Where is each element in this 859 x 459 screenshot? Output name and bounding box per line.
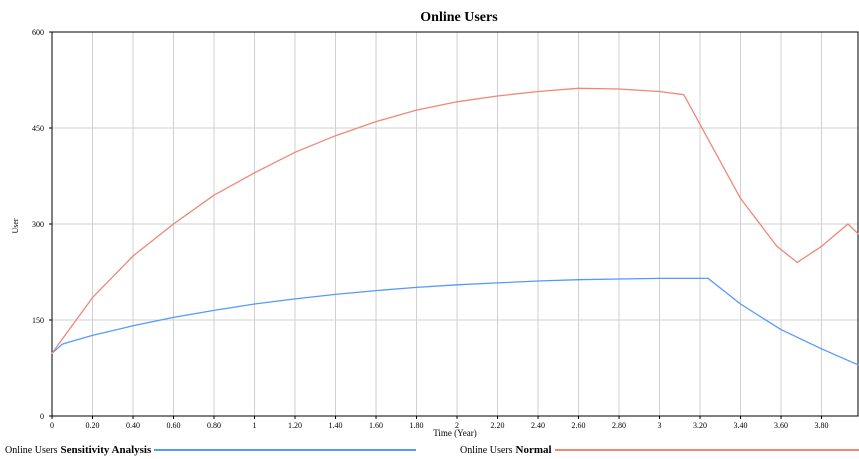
y-tick-label: 300 — [32, 220, 44, 229]
data-point-sensitivity-analysis — [537, 280, 539, 282]
y-tick-label: 600 — [32, 28, 44, 37]
data-point-normal — [658, 90, 661, 93]
x-tick-label: 2.80 — [612, 421, 626, 430]
y-tick-label: 150 — [32, 316, 44, 325]
data-point-normal — [415, 109, 418, 111]
data-point-normal — [796, 261, 798, 263]
series-layer — [51, 87, 859, 366]
x-tick-label: 0.60 — [167, 421, 181, 430]
data-point-sensitivity-analysis — [61, 343, 63, 345]
data-point-normal — [132, 255, 134, 257]
data-point-sensitivity-analysis — [820, 348, 823, 350]
x-tick-label: 1.40 — [329, 421, 343, 430]
y-tick-label: 450 — [32, 124, 44, 133]
data-point-sensitivity-analysis — [780, 329, 782, 331]
x-tick-label: 3.60 — [774, 421, 788, 430]
x-tick-label: 2 — [455, 421, 459, 430]
x-tick-label: 3.40 — [734, 421, 748, 430]
series-line-sensitivity-analysis — [51, 277, 859, 366]
data-point-sensitivity-analysis — [618, 278, 620, 280]
data-point-normal — [334, 135, 337, 137]
x-tick-label: 0.20 — [86, 421, 100, 430]
x-tick-label: 2.20 — [491, 421, 505, 430]
legend-swatch — [154, 449, 417, 451]
data-point-normal — [375, 121, 377, 123]
legend-item-sensitivity-analysis: Online Users Sensitivity Analysis — [5, 442, 417, 458]
data-point-sensitivity-analysis — [334, 293, 337, 295]
data-point-normal — [577, 87, 580, 89]
data-point-sensitivity-analysis — [132, 325, 134, 327]
data-point-normal — [253, 172, 256, 174]
data-point-sensitivity-analysis — [415, 286, 418, 288]
data-point-normal — [213, 194, 215, 196]
data-point-sensitivity-analysis — [577, 279, 580, 281]
data-point-normal — [683, 94, 685, 96]
data-point-normal — [776, 245, 778, 247]
x-tick-label: 1.60 — [369, 421, 383, 430]
data-point-sensitivity-analysis — [658, 277, 661, 279]
data-point-sensitivity-analysis — [707, 277, 709, 279]
data-point-sensitivity-analysis — [253, 303, 256, 305]
legend-prefix: Online Users — [460, 444, 513, 456]
data-point-normal — [456, 101, 458, 103]
data-point-sensitivity-analysis — [91, 334, 94, 336]
data-point-normal — [51, 352, 53, 354]
data-point-sensitivity-analysis — [294, 298, 296, 300]
x-tick-label: 3.20 — [693, 421, 707, 430]
axis-ticks: 0 0.20 0.40 0.60 0.80 1 1.20 1.40 1.60 1.80 2 2.20 2… — [32, 28, 829, 430]
data-point-normal — [820, 245, 823, 247]
x-tick-label: 0 — [50, 421, 54, 430]
x-tick-label: 3 — [658, 421, 662, 430]
data-point-sensitivity-analysis — [699, 277, 701, 279]
x-tick-label: 3.80 — [815, 421, 829, 430]
data-point-normal — [172, 223, 175, 225]
data-point-sensitivity-analysis — [375, 290, 377, 292]
data-point-sensitivity-analysis — [739, 303, 742, 305]
data-point-sensitivity-analysis — [496, 282, 499, 284]
legend-series-name: Normal — [515, 444, 552, 456]
legend-swatch — [554, 449, 859, 451]
x-tick-label: 2.40 — [531, 421, 545, 430]
chart-title: Online Users — [420, 10, 498, 25]
legend-prefix: Online Users — [5, 444, 58, 456]
data-point-sensitivity-analysis — [71, 340, 73, 342]
y-tick-label: 0 — [40, 412, 44, 421]
x-tick-label: 1 — [253, 421, 257, 430]
data-point-normal — [618, 88, 620, 90]
x-axis-label: Time (Year) — [433, 428, 477, 438]
data-point-sensitivity-analysis — [456, 284, 458, 286]
x-tick-label: 1.20 — [288, 421, 302, 430]
legend-series-name: Sensitivity Analysis — [60, 444, 152, 456]
x-tick-label: 1.80 — [410, 421, 424, 430]
data-point-normal — [91, 297, 94, 299]
x-tick-label: 0.80 — [207, 421, 221, 430]
data-point-sensitivity-analysis — [857, 364, 859, 366]
data-point-normal — [857, 233, 859, 235]
data-point-normal — [847, 223, 849, 225]
legend-item-normal: Online Users Normal — [460, 442, 859, 458]
data-point-normal — [537, 90, 539, 93]
data-point-sensitivity-analysis — [172, 316, 175, 318]
data-point-normal — [496, 95, 499, 97]
data-point-sensitivity-analysis — [213, 309, 215, 311]
y-axis-label: User — [11, 218, 20, 233]
data-point-normal — [739, 197, 742, 199]
data-point-normal — [294, 151, 296, 153]
x-tick-label: 2.60 — [572, 421, 586, 430]
x-tick-label: 0.40 — [126, 421, 140, 430]
